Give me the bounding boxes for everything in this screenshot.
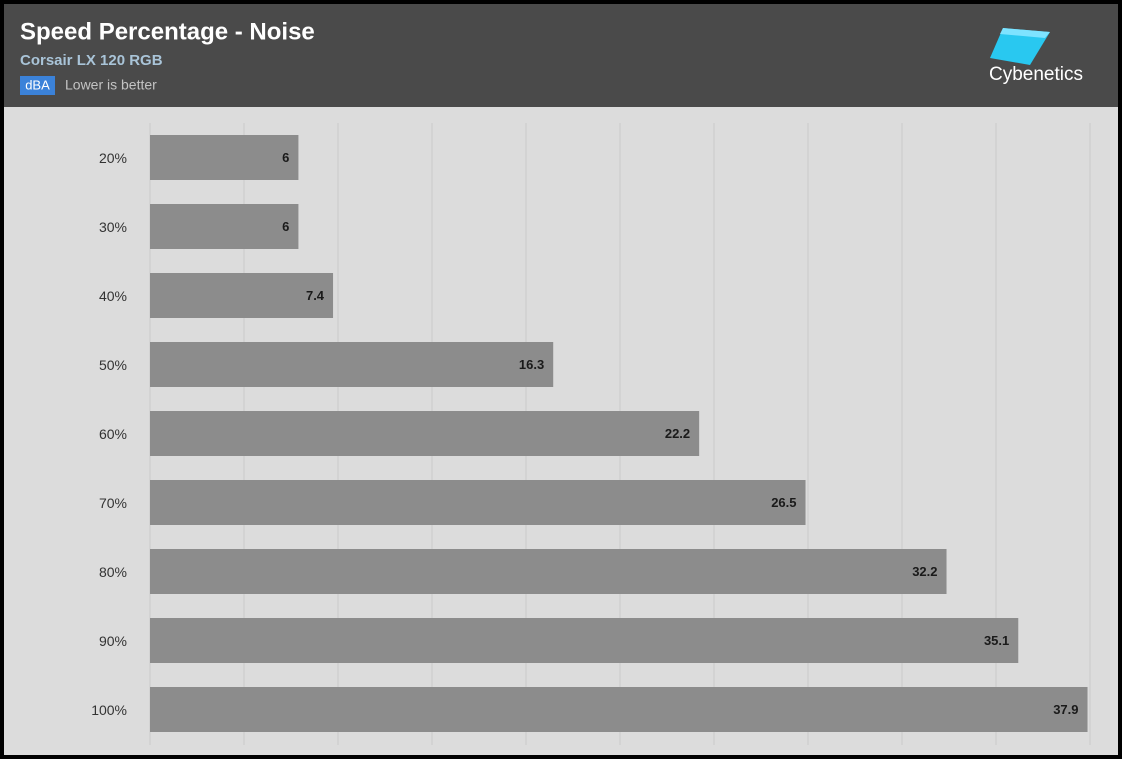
- value-label: 37.9: [1053, 702, 1078, 717]
- y-tick-label: 20%: [99, 150, 127, 166]
- unit-badge: [20, 76, 55, 95]
- bar: [150, 273, 334, 318]
- y-tick-label: 90%: [99, 633, 127, 649]
- value-label: 35.1: [984, 633, 1009, 648]
- bar: [150, 549, 947, 594]
- unit-label: dBA: [25, 77, 50, 92]
- y-tick-label: 80%: [99, 564, 127, 580]
- y-tick-label: 70%: [99, 495, 127, 511]
- value-label: 6: [282, 219, 289, 234]
- value-label: 32.2: [912, 564, 937, 579]
- chart-title: Speed Percentage - Noise: [20, 18, 315, 45]
- bar: [150, 480, 806, 525]
- bar: [150, 204, 299, 249]
- value-label: 16.3: [519, 357, 544, 372]
- bar: [150, 618, 1019, 663]
- bar: [150, 687, 1088, 732]
- value-label: 26.5: [771, 495, 796, 510]
- bar: [150, 135, 299, 180]
- y-tick-label: 60%: [99, 426, 127, 442]
- bar: [150, 411, 700, 456]
- y-tick-label: 100%: [91, 702, 127, 718]
- subtitle: Corsair LX 120 RGB: [20, 52, 163, 69]
- logo-text: Cybenetics: [989, 64, 1083, 85]
- value-label: 22.2: [665, 426, 690, 441]
- y-tick-label: 50%: [99, 357, 127, 373]
- bar: [150, 342, 554, 387]
- y-tick-label: 40%: [99, 288, 127, 304]
- header: [4, 4, 1118, 107]
- y-tick-label: 30%: [99, 219, 127, 235]
- note: Lower is better: [65, 77, 157, 93]
- value-label: 6: [282, 150, 289, 165]
- value-label: 7.4: [306, 288, 325, 303]
- logo-icon: [990, 28, 1050, 65]
- logo-icon-top: [1000, 28, 1050, 38]
